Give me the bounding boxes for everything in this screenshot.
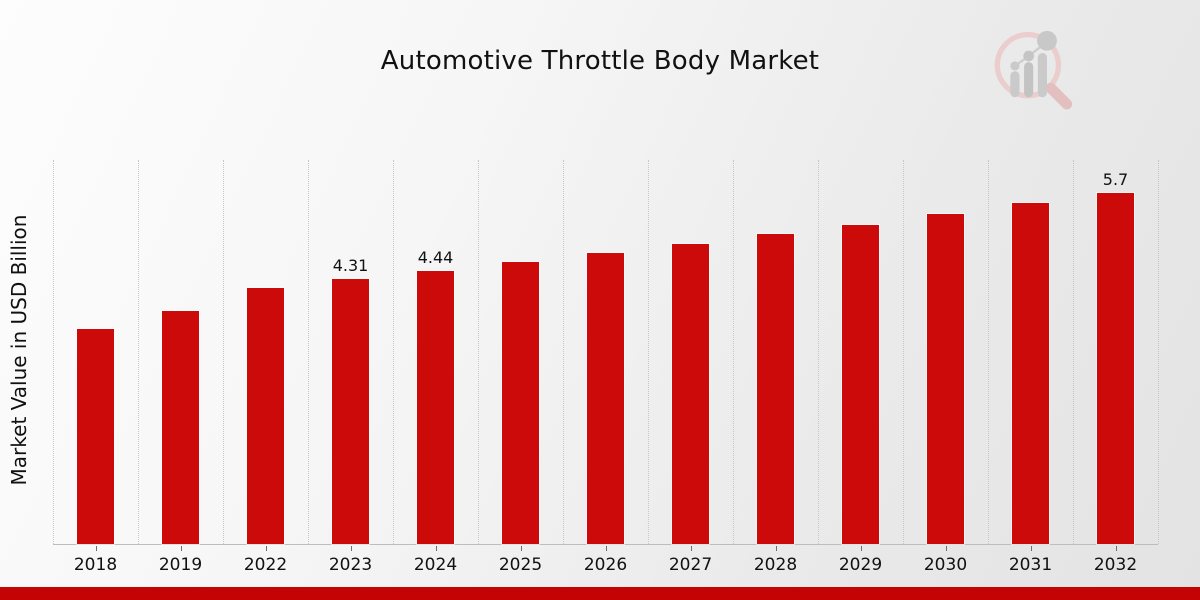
x-axis-label-2032: 2032 <box>1093 555 1138 575</box>
vertical-gridline <box>223 160 224 544</box>
x-axis-tick <box>265 546 267 551</box>
vertical-gridline <box>563 160 564 544</box>
vertical-gridline <box>138 160 139 544</box>
vertical-gridline <box>733 160 734 544</box>
bar-2032 <box>1097 193 1134 544</box>
x-axis-label-2022: 2022 <box>243 555 288 575</box>
x-axis-tick <box>605 546 607 551</box>
x-axis-tick <box>1030 546 1032 551</box>
vertical-gridline <box>478 160 479 544</box>
bar-2024 <box>417 270 454 544</box>
x-axis-label-2018: 2018 <box>73 555 118 575</box>
bar-2018 <box>77 328 114 544</box>
bar-2028 <box>757 234 794 544</box>
bar-value-label-2023: 4.31 <box>332 255 369 275</box>
y-axis-label: Market Value in USD Billion <box>7 214 31 486</box>
x-axis-label-2024: 2024 <box>413 555 458 575</box>
bar-2030 <box>927 213 964 544</box>
vertical-gridline <box>648 160 649 544</box>
bar-2027 <box>672 243 709 544</box>
chart-title: Automotive Throttle Body Market <box>380 46 820 76</box>
vertical-gridline <box>1073 160 1074 544</box>
x-axis-tick <box>95 546 97 551</box>
bar-value-label-2024: 4.44 <box>417 247 454 267</box>
x-axis-tick <box>180 546 182 551</box>
x-axis-tick <box>520 546 522 551</box>
x-axis-label-2030: 2030 <box>923 555 968 575</box>
vertical-gridline <box>988 160 989 544</box>
bar-value-label-2032: 5.7 <box>1102 170 1129 190</box>
x-axis-tick <box>860 546 862 551</box>
x-axis-tick <box>435 546 437 551</box>
x-axis-tick <box>945 546 947 551</box>
x-axis-label-2027: 2027 <box>668 555 713 575</box>
x-axis-tick <box>690 546 692 551</box>
x-axis-tick <box>350 546 352 551</box>
vertical-gridline <box>818 160 819 544</box>
bar-2022 <box>247 288 284 544</box>
x-axis-label-2023: 2023 <box>328 555 373 575</box>
vertical-gridline <box>53 160 54 544</box>
vertical-gridline <box>1158 160 1159 544</box>
magnifier-bar-chart-logo-icon <box>994 30 1073 110</box>
bar-2023 <box>332 278 369 544</box>
bar-2026 <box>587 253 624 544</box>
bottom-red-banner <box>0 587 1200 600</box>
x-axis-tick <box>1115 546 1117 551</box>
x-axis-label-2028: 2028 <box>753 555 798 575</box>
vertical-gridline <box>308 160 309 544</box>
bar-2029 <box>842 224 879 544</box>
x-axis-tick <box>775 546 777 551</box>
plot-area: 2018 2019 2022 4.31 2023 4.44 2024 2025 2026 2027… <box>53 160 1159 575</box>
x-axis-label-2029: 2029 <box>838 555 883 575</box>
bar-2025 <box>502 261 539 544</box>
bar-2019 <box>162 310 199 544</box>
x-axis-label-2026: 2026 <box>583 555 628 575</box>
x-axis-label-2025: 2025 <box>498 555 543 575</box>
vertical-gridline <box>903 160 904 544</box>
x-axis-label-2031: 2031 <box>1008 555 1053 575</box>
x-axis-label-2019: 2019 <box>158 555 203 575</box>
bar-2031 <box>1012 203 1049 544</box>
vertical-gridline <box>393 160 394 544</box>
